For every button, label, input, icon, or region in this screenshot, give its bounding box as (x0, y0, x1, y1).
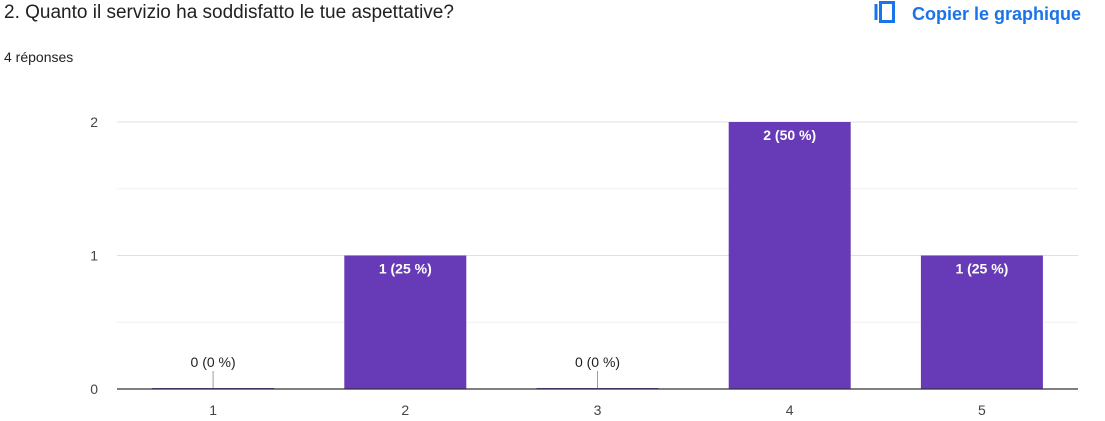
response-count: 4 réponses (4, 49, 74, 65)
data-label: 2 (50 %) (763, 127, 816, 143)
x-tick-label: 3 (594, 402, 602, 418)
y-tick-label: 1 (90, 248, 98, 264)
data-label: 0 (0 %) (575, 354, 620, 370)
bar (728, 122, 851, 389)
x-tick-label: 5 (978, 402, 986, 418)
bar (920, 255, 1043, 389)
y-tick-label: 2 (90, 114, 98, 130)
x-tick-label: 1 (209, 402, 217, 418)
data-label: 0 (0 %) (191, 354, 236, 370)
x-tick-label: 4 (786, 402, 794, 418)
data-label: 1 (25 %) (955, 261, 1008, 277)
bar (344, 255, 467, 389)
copy-chart-label: Copier le graphique (911, 3, 1081, 24)
question-title: 2. Quanto il servizio ha soddisfatto le … (4, 2, 454, 23)
y-tick-label: 0 (90, 381, 98, 397)
copy-chart-button[interactable]: Copier le graphique (872, 0, 1081, 28)
copy-icon (872, 1, 898, 27)
x-tick-label: 2 (401, 402, 409, 418)
data-label: 1 (25 %) (379, 261, 432, 277)
